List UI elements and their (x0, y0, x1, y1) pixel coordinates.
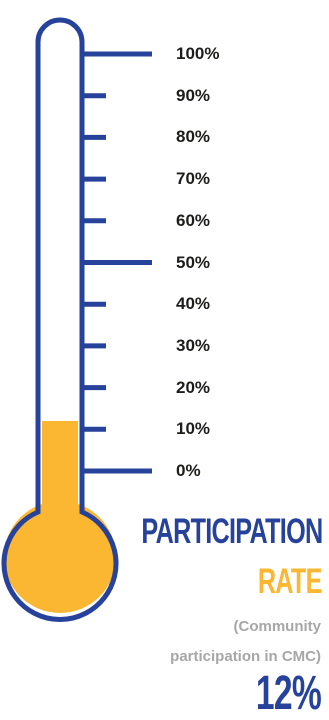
scale-label: 50% (176, 252, 211, 272)
subtitle-line-1: (Community (233, 618, 322, 635)
thermometer-bulb (4, 501, 116, 613)
scale-label: 0% (176, 461, 201, 480)
scale-label: 70% (176, 169, 211, 189)
scale-label: 60% (176, 210, 211, 230)
title-rate: RATE (258, 562, 323, 601)
thermometer-outline (1, 17, 119, 622)
participation-value: 12% (255, 667, 322, 720)
scale-label: 10% (176, 419, 211, 439)
subtitle-line-2: participation in CMC) (170, 648, 321, 665)
scale-label: 20% (176, 377, 211, 397)
scale-label: 90% (176, 85, 211, 105)
scale-ticks (82, 51, 152, 474)
scale-label: 100% (176, 44, 220, 63)
scale-label: 40% (176, 294, 211, 314)
title-participation: PARTICIPATION (140, 512, 323, 551)
scale-label: 30% (176, 335, 211, 355)
scale-label: 80% (176, 127, 211, 147)
